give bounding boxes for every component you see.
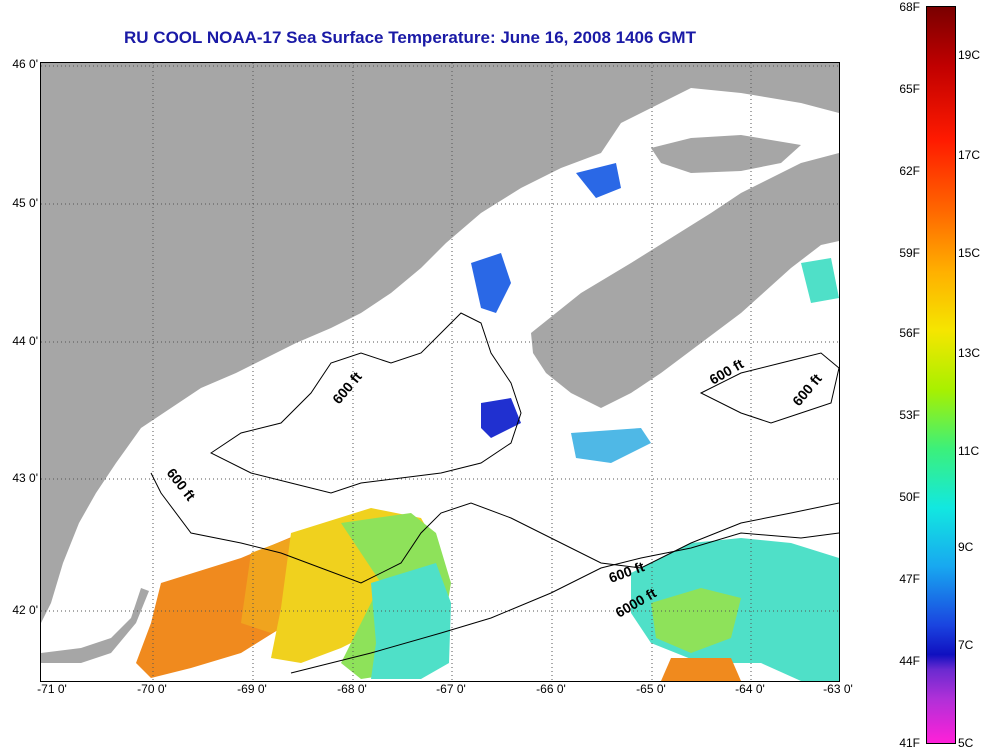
lon-label-68: -68 0'	[337, 682, 367, 696]
lon-label-66: -66 0'	[536, 682, 566, 696]
colorbar-label-5c: 5C	[958, 736, 974, 750]
contour-label-600-scotia-1: 600 ft	[707, 355, 747, 387]
lon-label-67: -67 0'	[436, 682, 466, 696]
lat-label-44: 44 0'	[12, 334, 38, 348]
lon-label-65: -65 0'	[636, 682, 666, 696]
sst-blue-patch-1	[471, 253, 511, 313]
contour-label-600-west: 600 ft	[164, 465, 199, 504]
colorbar-label-7c: 7C	[958, 638, 974, 652]
colorbar-label-19c: 19C	[958, 48, 981, 62]
lon-label-71: -71 0'	[37, 682, 67, 696]
contour-6000	[290, 532, 839, 674]
colorbar-label-62f: 62F	[899, 164, 920, 178]
colorbar-label-56f: 56F	[899, 326, 920, 340]
lat-label-43: 43 0'	[12, 471, 38, 485]
sst-blue-patch-2	[481, 398, 521, 438]
sst-patches-south	[136, 508, 839, 681]
contour-600-gulf-maine	[150, 472, 839, 584]
lat-label-46: 46 0'	[12, 57, 38, 71]
colorbar-label-59f: 59F	[899, 246, 920, 260]
colorbar-label-47f: 47F	[899, 572, 920, 586]
grid-lines	[41, 63, 839, 681]
lat-label-42: 42 0'	[12, 603, 38, 617]
lon-label-69: -69 0'	[237, 682, 267, 696]
colorbar-label-65f: 65F	[899, 82, 920, 96]
map-title: RU COOL NOAA-17 Sea Surface Temperature:…	[124, 28, 696, 47]
sst-blue-patch-bay	[576, 163, 621, 198]
land-nova-scotia	[531, 153, 839, 408]
lat-label-45: 45 0'	[12, 196, 38, 210]
colorbar-label-11c: 11C	[958, 444, 980, 458]
colorbar-label-50f: 50F	[899, 490, 920, 504]
colorbar-label-53f: 53F	[899, 408, 920, 422]
colorbar-label-13c: 13C	[958, 346, 981, 360]
colorbar-label-41f: 41F	[899, 736, 920, 750]
contour-600-scotia	[699, 352, 839, 424]
lon-label-70: -70 0'	[137, 682, 167, 696]
contour-label-600-scotia-2: 600 ft	[789, 370, 825, 409]
sst-colorbar	[926, 6, 956, 744]
lon-label-63: -63 0'	[823, 682, 853, 696]
colorbar-label-44f: 44F	[899, 654, 920, 668]
sst-cyan-patch-south	[371, 563, 451, 679]
sst-map: 600 ft 600 ft 600 ft 6000 ft 600 ft 600 …	[40, 62, 840, 682]
land-cape-cod	[41, 588, 149, 663]
sst-east-warm	[661, 658, 741, 681]
colorbar-label-15c: 15C	[958, 246, 981, 260]
colorbar-label-68f: 68F	[899, 0, 920, 14]
colorbar-label-9c: 9C	[958, 540, 974, 554]
sst-east-green	[651, 588, 741, 653]
land-maine-newbrunswick	[41, 63, 839, 623]
sst-cyan-patch-mid	[571, 428, 651, 463]
colorbar-label-17c: 17C	[958, 148, 981, 162]
lon-label-64: -64 0'	[735, 682, 765, 696]
land-pei-area	[651, 135, 801, 173]
sst-cyan-patch-ns	[801, 258, 839, 303]
sst-patches-north	[471, 163, 839, 463]
contour-600-basin	[210, 312, 522, 494]
depth-contours	[150, 312, 839, 674]
contour-label-600-maine: 600 ft	[329, 368, 365, 407]
